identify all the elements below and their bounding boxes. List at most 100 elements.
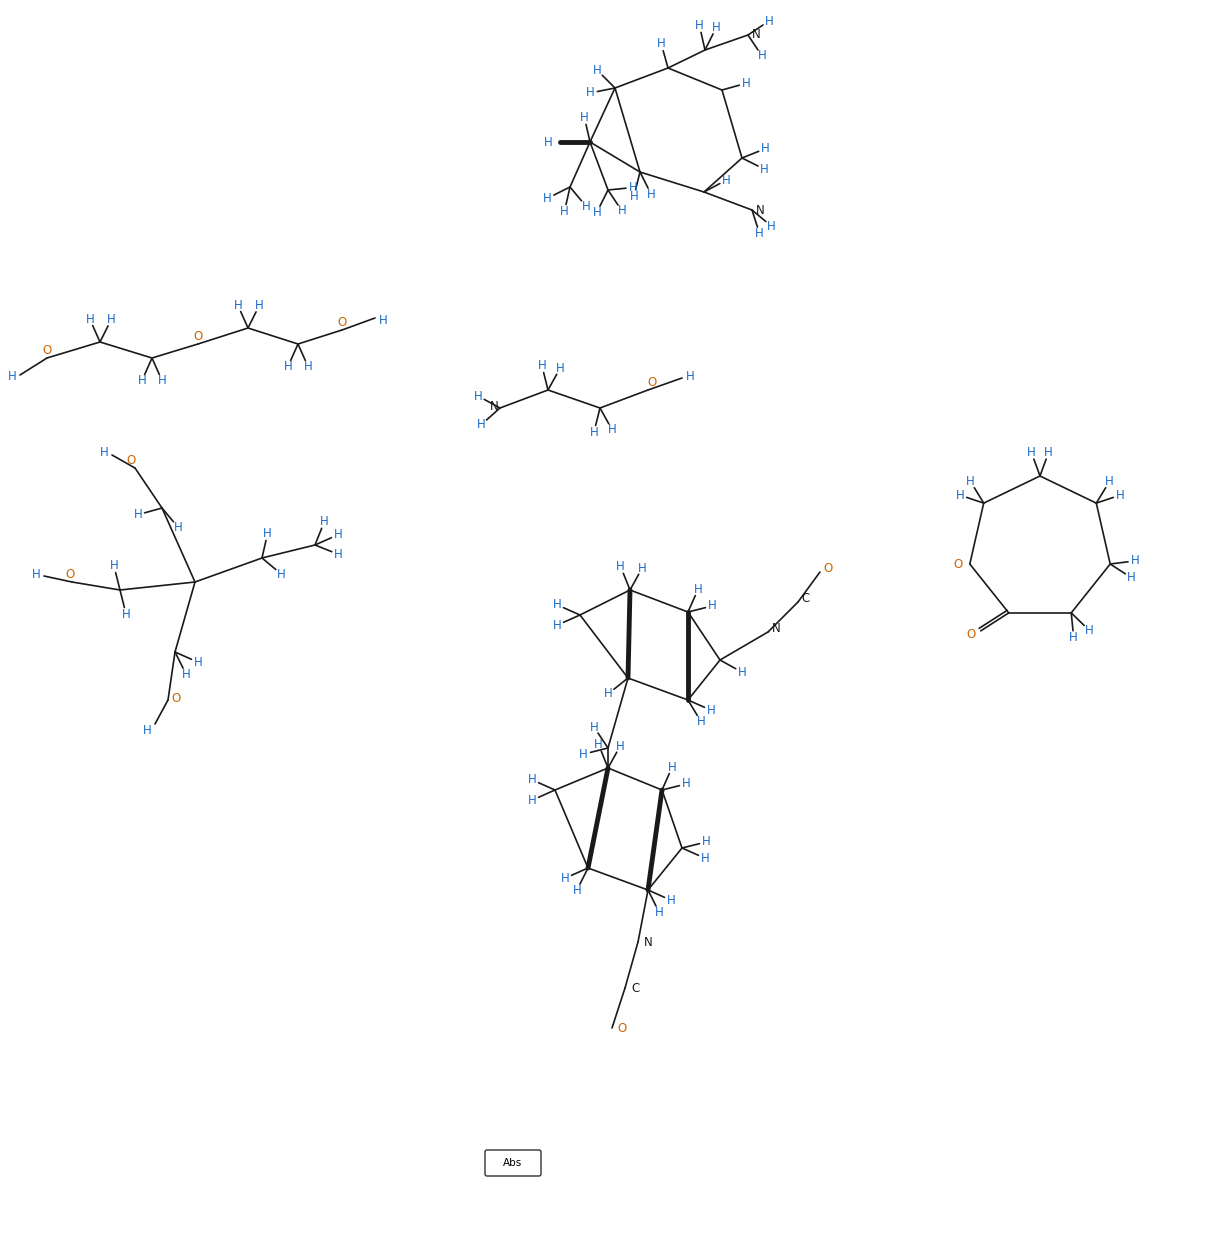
Text: H: H bbox=[134, 508, 143, 522]
Text: H: H bbox=[100, 446, 108, 460]
Text: H: H bbox=[527, 794, 537, 807]
Text: H: H bbox=[697, 715, 705, 729]
Text: H: H bbox=[757, 50, 766, 62]
Text: H: H bbox=[1027, 446, 1036, 458]
Text: H: H bbox=[1069, 631, 1078, 644]
Text: H: H bbox=[1045, 446, 1053, 458]
Text: O: O bbox=[42, 343, 52, 357]
Text: H: H bbox=[580, 112, 589, 124]
Text: H: H bbox=[263, 527, 272, 540]
Text: O: O bbox=[954, 558, 962, 570]
Text: H: H bbox=[696, 19, 704, 32]
Text: H: H bbox=[143, 724, 151, 736]
Text: H: H bbox=[1131, 554, 1139, 567]
Text: H: H bbox=[966, 476, 975, 488]
Text: O: O bbox=[823, 561, 832, 575]
Text: N: N bbox=[644, 935, 653, 949]
Text: H: H bbox=[573, 883, 581, 897]
Text: H: H bbox=[543, 135, 552, 149]
Text: H: H bbox=[182, 668, 190, 681]
Text: H: H bbox=[553, 598, 562, 611]
Text: H: H bbox=[560, 204, 569, 218]
Text: H: H bbox=[638, 561, 646, 575]
Text: H: H bbox=[1127, 571, 1136, 584]
Text: O: O bbox=[171, 691, 181, 705]
Text: H: H bbox=[122, 608, 130, 621]
Text: H: H bbox=[1116, 488, 1125, 502]
Text: H: H bbox=[107, 313, 116, 326]
Text: H: H bbox=[277, 567, 285, 581]
Text: H: H bbox=[708, 600, 717, 612]
Text: C: C bbox=[630, 981, 639, 995]
Text: H: H bbox=[560, 872, 569, 885]
Text: H: H bbox=[764, 15, 773, 27]
Text: H: H bbox=[608, 424, 617, 436]
Text: H: H bbox=[658, 37, 666, 51]
Text: H: H bbox=[760, 162, 768, 176]
Text: H: H bbox=[254, 299, 263, 312]
Text: H: H bbox=[473, 389, 483, 403]
Text: H: H bbox=[702, 835, 710, 849]
Text: N: N bbox=[756, 203, 764, 217]
Text: H: H bbox=[1085, 623, 1094, 637]
Text: H: H bbox=[617, 204, 627, 217]
Text: H: H bbox=[666, 893, 675, 907]
Text: H: H bbox=[284, 361, 293, 373]
Text: H: H bbox=[646, 188, 655, 201]
Text: H: H bbox=[477, 418, 485, 431]
Text: H: H bbox=[605, 688, 613, 700]
Text: H: H bbox=[193, 655, 203, 669]
Text: H: H bbox=[86, 312, 95, 326]
Text: H: H bbox=[694, 582, 703, 596]
Text: O: O bbox=[338, 316, 347, 328]
Text: H: H bbox=[701, 851, 709, 865]
Text: H: H bbox=[32, 567, 41, 581]
Text: N: N bbox=[752, 28, 761, 41]
Text: H: H bbox=[320, 515, 328, 528]
Text: N: N bbox=[772, 622, 780, 634]
Text: H: H bbox=[379, 313, 387, 327]
Text: O: O bbox=[127, 453, 135, 467]
Text: H: H bbox=[334, 548, 343, 561]
Text: H: H bbox=[173, 520, 182, 534]
Text: O: O bbox=[617, 1021, 627, 1035]
Text: H: H bbox=[761, 142, 769, 155]
Text: H: H bbox=[767, 219, 775, 233]
Text: H: H bbox=[629, 190, 638, 203]
Text: H: H bbox=[109, 559, 118, 572]
Text: H: H bbox=[7, 370, 16, 384]
Text: O: O bbox=[648, 375, 656, 389]
Text: H: H bbox=[592, 64, 602, 77]
Text: H: H bbox=[712, 21, 720, 35]
Text: H: H bbox=[234, 299, 242, 312]
Text: H: H bbox=[707, 704, 715, 716]
Text: H: H bbox=[721, 173, 730, 187]
Text: H: H bbox=[756, 227, 764, 240]
Text: N: N bbox=[489, 399, 499, 413]
Text: H: H bbox=[742, 77, 751, 89]
Text: H: H bbox=[590, 721, 599, 733]
Text: H: H bbox=[616, 560, 626, 574]
Text: H: H bbox=[157, 374, 166, 388]
Text: O: O bbox=[65, 567, 75, 581]
Text: H: H bbox=[737, 665, 746, 679]
Text: C: C bbox=[801, 591, 810, 605]
Text: H: H bbox=[595, 738, 603, 751]
Text: H: H bbox=[628, 181, 638, 195]
Text: H: H bbox=[616, 740, 624, 752]
Text: H: H bbox=[1105, 476, 1113, 488]
Text: H: H bbox=[579, 747, 589, 761]
Text: H: H bbox=[686, 369, 694, 383]
Text: H: H bbox=[592, 206, 601, 219]
Text: H: H bbox=[682, 777, 691, 790]
Text: O: O bbox=[966, 628, 976, 642]
Text: H: H bbox=[586, 87, 595, 99]
Text: H: H bbox=[333, 528, 342, 541]
Text: Abs: Abs bbox=[504, 1158, 522, 1168]
Text: H: H bbox=[556, 362, 564, 374]
Text: H: H bbox=[138, 374, 146, 388]
Text: H: H bbox=[667, 761, 676, 773]
Text: H: H bbox=[553, 618, 562, 632]
Text: H: H bbox=[304, 361, 312, 373]
Text: H: H bbox=[527, 773, 537, 787]
